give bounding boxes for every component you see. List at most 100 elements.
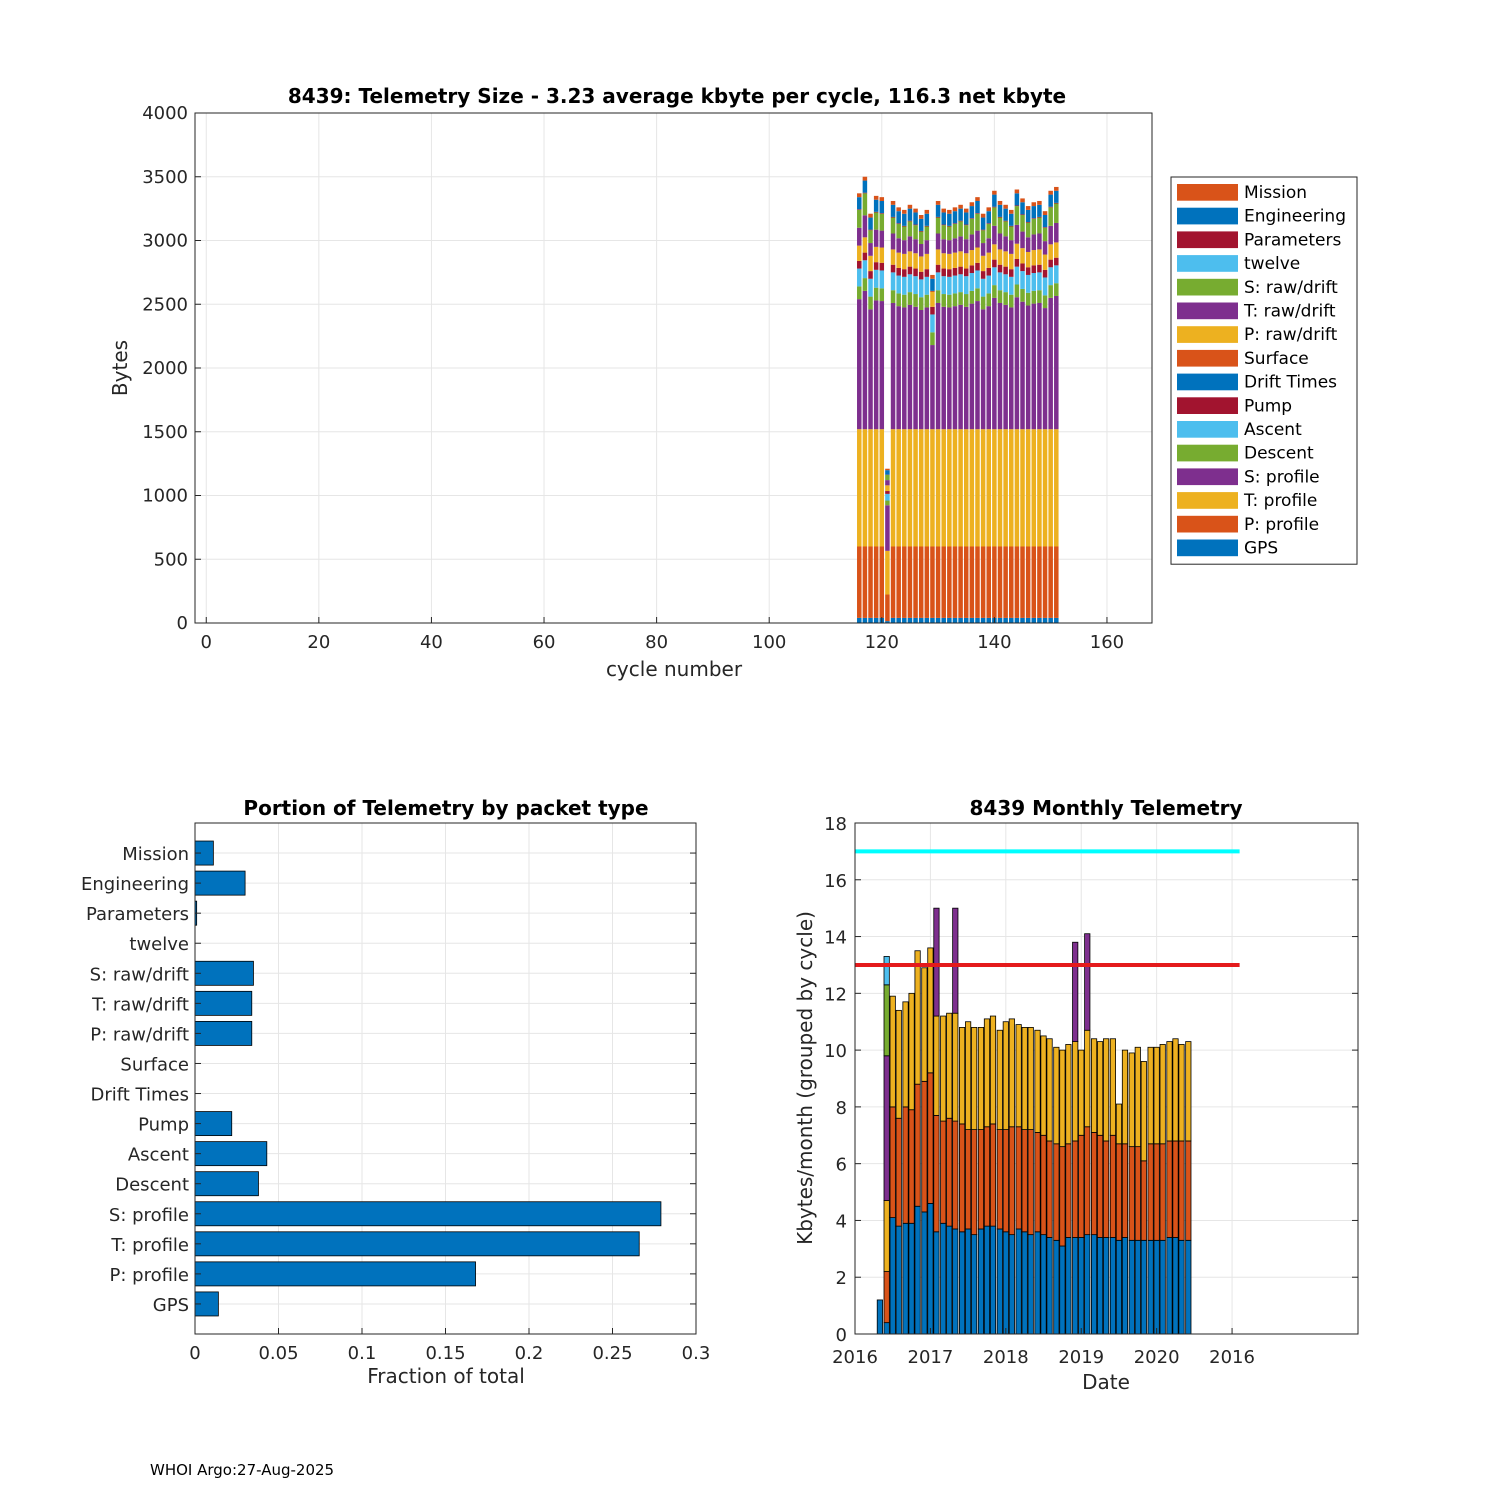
top-bar-segment (896, 267, 901, 276)
legend-swatch (1177, 421, 1238, 438)
mo-bar-segment (1159, 1239, 1166, 1335)
top-bar-segment (1020, 617, 1025, 623)
top-bar-segment (896, 252, 901, 268)
top-bar-segment (1048, 429, 1053, 547)
mo-bar-segment (1115, 1239, 1123, 1335)
mo-bar-segment (1090, 1038, 1098, 1133)
mo-bar-month (1008, 1018, 1015, 1335)
hb-tick-label-x: 0.25 (592, 1343, 632, 1364)
top-bar-segment (1014, 266, 1020, 285)
mo-bar-segment (1015, 1024, 1022, 1128)
top-bar-segment (1025, 251, 1031, 268)
top-bar-segment (1003, 204, 1008, 209)
mo-bar-segment (952, 1012, 959, 1122)
mo-bar-month (1059, 1049, 1066, 1335)
mo-bar-segment (1103, 1140, 1110, 1238)
top-bar-segment (913, 617, 918, 623)
top-bar-segment (1003, 251, 1008, 267)
top-bar-segment (958, 292, 963, 305)
mo-tick-label-y: 2 (836, 1268, 847, 1289)
hb-bar (194, 870, 246, 896)
top-bar-segment (1037, 249, 1042, 265)
mo-bar-segment (1053, 1143, 1060, 1241)
top-bar-segment (947, 307, 952, 430)
top-bar-segment (930, 429, 935, 547)
top-bar-segment (1037, 217, 1042, 234)
mo-bar-month (965, 1021, 972, 1335)
top-bar-segment (862, 192, 868, 194)
mo-bar-segment (1065, 1143, 1072, 1238)
mo-bar-segment (1140, 1239, 1147, 1335)
top-bar-segment (907, 221, 913, 237)
top-bar-segment (1054, 265, 1059, 284)
top-bar-segment (1054, 295, 1059, 430)
top-bar-segment (907, 304, 913, 430)
top-bar-segment (992, 259, 997, 268)
top-bar-segment (997, 264, 1003, 273)
top-tick-label-y: 2500 (142, 294, 188, 315)
legend-label: T: profile (1243, 491, 1317, 511)
top-bar-segment (980, 213, 986, 218)
mo-bar-month (1140, 1061, 1147, 1335)
legend-label: Engineering (1244, 207, 1346, 227)
top-bar-segment (947, 294, 952, 308)
top-bar-cycle-148 (1037, 200, 1042, 623)
top-bar-segment (1031, 273, 1037, 291)
top-bar-segment (885, 500, 890, 506)
top-bar-segment (1020, 248, 1025, 264)
mo-tick-label-x: 2016 (1209, 1347, 1255, 1368)
mo-bar-segment (1072, 1237, 1079, 1335)
top-bar-segment (902, 429, 907, 547)
top-bar-segment (1025, 292, 1031, 306)
mo-bar-segment (1159, 1143, 1166, 1241)
mo-bar-segment (933, 1015, 940, 1116)
top-bar-segment (862, 193, 868, 216)
top-bar-segment (1009, 429, 1014, 547)
mo-bar-month (1128, 1052, 1135, 1335)
top-bar-segment (1025, 237, 1031, 252)
footer-stamp: WHOI Argo:27-Aug-2025 (150, 1461, 335, 1479)
mo-bar-month (1034, 1029, 1041, 1335)
top-bar-segment (868, 213, 873, 218)
top-tick-label-x: 100 (752, 632, 786, 653)
top-bar-segment (980, 429, 986, 547)
mo-bar-segment (1121, 1237, 1129, 1335)
top-bar-segment (1042, 295, 1048, 309)
top-bar-segment (975, 288, 980, 302)
top-bar-segment (963, 276, 969, 295)
top-bar-segment (873, 617, 879, 623)
top-bar-segment (862, 429, 868, 547)
mo-bar-segment (965, 1228, 972, 1335)
top-bar-segment (952, 429, 958, 547)
top-bar-segment (868, 243, 873, 256)
hb-category-label: Surface (120, 1054, 189, 1075)
mo-bar-segment (908, 1109, 915, 1224)
mo-tick-label-y: 0 (836, 1325, 847, 1346)
top-bar-segment (997, 617, 1003, 623)
top-bar-segment (930, 546, 935, 618)
top-bar-segment (1054, 203, 1059, 223)
top-bar-segment (907, 251, 913, 267)
mo-bar-segment (1128, 1146, 1135, 1241)
top-bar-segment (868, 429, 873, 547)
top-bar-segment (873, 199, 879, 212)
portion-by-packet-chart: 0 0.05 0.1 0.15 0.2 0.25 0.3 Mission Engineering… (81, 796, 710, 1388)
top-bar-segment (930, 306, 935, 315)
top-tick-label-x: 120 (865, 632, 899, 653)
mo-bar-month (1166, 1041, 1173, 1335)
top-bar-segment (902, 269, 907, 277)
mo-bar-segment (1078, 1237, 1085, 1335)
top-bar-segment (1031, 202, 1037, 207)
mo-bar-month (1185, 1041, 1192, 1335)
top-bar-segment (1037, 617, 1042, 623)
top-bar-segment (1042, 546, 1048, 618)
mo-bar-month (914, 950, 921, 1335)
mo-bar-month (1109, 1038, 1116, 1335)
top-bar-segment (969, 202, 975, 207)
mo-bar-segment (1002, 1021, 1009, 1131)
top-bar-segment (1037, 429, 1042, 547)
top-bar-segment (1003, 429, 1008, 547)
mo-bar-segment (895, 1225, 902, 1335)
mo-bar-segment (914, 950, 921, 1085)
